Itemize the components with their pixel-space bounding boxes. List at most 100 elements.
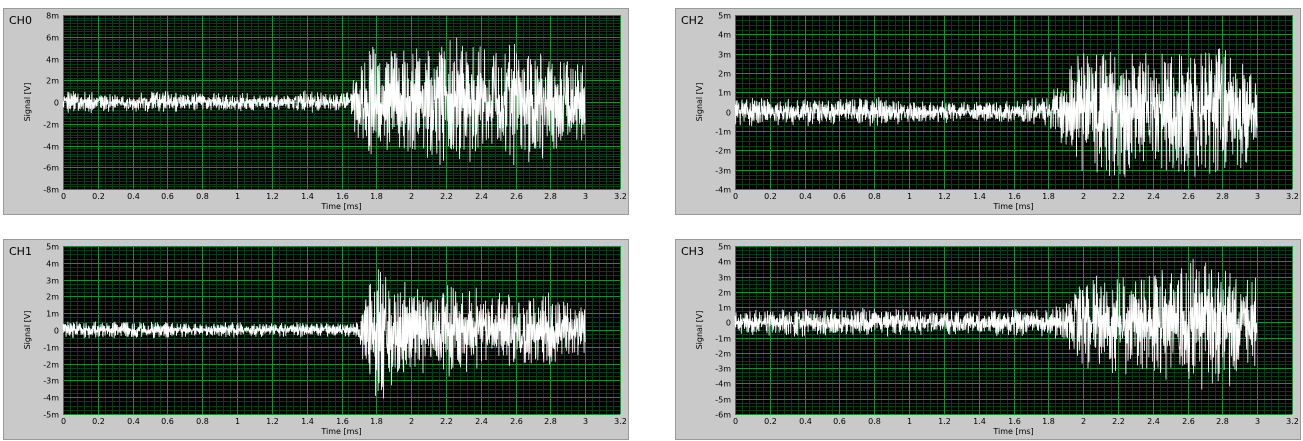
channel-label: CH0	[9, 14, 32, 27]
y-tick-label: -6m	[715, 411, 731, 420]
x-tick-label: 3	[1255, 192, 1260, 201]
x-tick-label: 1	[235, 192, 240, 201]
y-tick-label: 0	[726, 109, 731, 118]
x-tick-label: 1.6	[336, 192, 349, 201]
y-tick-label: 0	[726, 319, 731, 328]
waveform-graph: 0 0.2 0.4 0.6 0.8 1 1.2 1.4 1.6 1.8 2 2.2 2.4 2.6 2.8 3…	[695, 243, 1299, 437]
x-tick-label: 0.2	[764, 417, 777, 426]
y-tick-label: 1m	[718, 89, 731, 98]
y-tick-label: 4m	[718, 31, 731, 40]
x-tick-label: 0.4	[127, 192, 140, 201]
y-tick-label: -1m	[715, 128, 731, 137]
x-tick-label: 0.8	[196, 192, 209, 201]
graph-panel-ch2: CH2 0 0.2 0.4 0.6 0.8 1 1.2 1.4 1.6 1.8 2 2.2 2.4 2.6…	[675, 8, 1301, 215]
x-tick-label: 0.4	[799, 192, 812, 201]
y-tick-label: 0	[54, 99, 59, 108]
y-tick-label: 5m	[46, 243, 59, 252]
x-tick-label: 1.6	[336, 417, 349, 426]
x-tick-label: 2.4	[475, 192, 488, 201]
x-tick-label: 3	[583, 192, 588, 201]
x-tick-label: 0.4	[127, 417, 140, 426]
x-tick-label: 0	[733, 192, 738, 201]
y-tick-label: 2m	[718, 70, 731, 79]
x-tick-label: 1.8	[1042, 417, 1055, 426]
x-axis-title: Time [ms]	[320, 202, 361, 211]
y-tick-label: -5m	[43, 411, 59, 420]
x-tick-label: 2	[409, 192, 414, 201]
x-tick-label: 2.8	[544, 192, 557, 201]
y-tick-label: 4m	[718, 258, 731, 267]
x-tick-label: 0.8	[196, 417, 209, 426]
signal-trace	[734, 48, 1258, 177]
y-tick-label: 6m	[46, 34, 59, 43]
channel-label: CH1	[9, 245, 32, 258]
x-tick-label: 0	[61, 417, 66, 426]
graph-panel-ch1: CH1 0 0.2 0.4 0.6 0.8 1 1.2 1.4 1.6 1.8 2 2.2 2.4 2.6…	[3, 239, 629, 440]
y-tick-label: -5m	[715, 396, 731, 405]
y-tick-label: 3m	[718, 51, 731, 60]
x-tick-label: 0	[61, 192, 66, 201]
x-tick-label: 2.4	[1147, 417, 1160, 426]
y-axis-title: Signal [V]	[23, 83, 32, 122]
y-tick-label: -1m	[43, 344, 59, 353]
waveform-graph: 0 0.2 0.4 0.6 0.8 1 1.2 1.4 1.6 1.8 2 2.2 2.4 2.6 2.8 3…	[23, 243, 627, 437]
y-tick-label: 4m	[46, 260, 59, 269]
x-tick-label: 0.2	[92, 192, 105, 201]
x-tick-label: 2.6	[1182, 192, 1195, 201]
y-tick-label: -3m	[43, 377, 59, 386]
y-tick-label: -8m	[43, 186, 59, 195]
x-tick-label: 0.8	[868, 192, 881, 201]
y-tick-label: -3m	[715, 365, 731, 374]
x-tick-label: 3	[1255, 417, 1260, 426]
graph-panel-ch3: CH3 0 0.2 0.4 0.6 0.8 1 1.2 1.4 1.6 1.8 2 2.2 2.4 2.6…	[675, 239, 1301, 440]
x-tick-label: 1.2	[938, 417, 951, 426]
x-tick-label: 1	[235, 417, 240, 426]
y-tick-label: 1m	[718, 304, 731, 313]
x-tick-label: 2.8	[1216, 417, 1229, 426]
x-tick-label: 3.2	[1286, 417, 1299, 426]
x-tick-label: 1.4	[973, 417, 986, 426]
x-tick-label: 1.2	[266, 192, 279, 201]
x-tick-label: 2.6	[510, 192, 523, 201]
y-tick-label: 5m	[718, 243, 731, 252]
y-tick-label: -2m	[715, 350, 731, 359]
x-tick-label: 0.6	[161, 192, 174, 201]
x-tick-label: 1.4	[973, 192, 986, 201]
x-tick-label: 2.2	[1112, 192, 1125, 201]
x-axis-title: Time [ms]	[992, 427, 1033, 436]
x-tick-label: 2.2	[1112, 417, 1125, 426]
x-tick-label: 0.6	[833, 417, 846, 426]
y-tick-label: 2m	[46, 293, 59, 302]
x-tick-label: 0.2	[92, 417, 105, 426]
x-tick-label: 0.6	[161, 417, 174, 426]
x-tick-label: 2.6	[1182, 417, 1195, 426]
y-tick-label: -2m	[43, 361, 59, 370]
y-tick-label: -6m	[43, 164, 59, 173]
y-tick-label: -3m	[715, 167, 731, 176]
x-tick-label: 1.4	[301, 192, 314, 201]
x-tick-label: 1.8	[370, 192, 383, 201]
x-tick-label: 3	[583, 417, 588, 426]
x-tick-label: 1.6	[1008, 192, 1021, 201]
x-tick-label: 2.4	[475, 417, 488, 426]
x-tick-label: 1	[907, 192, 912, 201]
x-tick-label: 0	[733, 417, 738, 426]
x-axis-title: Time [ms]	[992, 202, 1033, 211]
y-tick-label: 1m	[46, 310, 59, 319]
channel-label: CH3	[681, 245, 704, 258]
x-tick-label: 1	[907, 417, 912, 426]
y-tick-label: -1m	[715, 335, 731, 344]
signal-trace	[734, 258, 1258, 390]
x-tick-label: 1.4	[301, 417, 314, 426]
x-tick-label: 2.6	[510, 417, 523, 426]
x-tick-label: 1.6	[1008, 417, 1021, 426]
y-tick-label: 3m	[46, 277, 59, 286]
y-tick-label: 8m	[46, 12, 59, 21]
waveform-graph: 0 0.2 0.4 0.6 0.8 1 1.2 1.4 1.6 1.8 2 2.2 2.4 2.6 2.8 3…	[695, 12, 1299, 212]
y-tick-label: 3m	[718, 274, 731, 283]
y-tick-label: 2m	[46, 77, 59, 86]
y-axis-title: Signal [V]	[695, 83, 704, 122]
graph-panel-ch0: CH0 0 0.2 0.4 0.6 0.8 1 1.2 1.4 1.6 1.8 2 2.2 2.4 2.6…	[3, 8, 629, 215]
major-grid	[63, 15, 621, 190]
x-tick-label: 2.8	[544, 417, 557, 426]
